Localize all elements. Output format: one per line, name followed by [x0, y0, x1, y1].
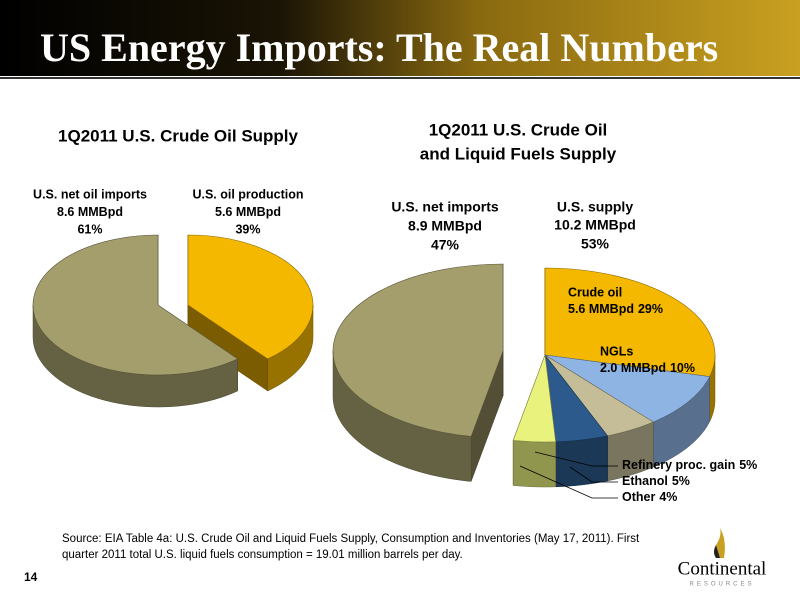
slice-name: Other — [622, 490, 655, 504]
pie-slice — [512, 354, 557, 443]
slice-value-label: 5% — [739, 458, 757, 472]
slice-amount: 5.6 MMBpd — [215, 205, 281, 219]
leader-line — [569, 466, 618, 483]
slice-name: Ethanol — [622, 474, 668, 488]
slice-name: Refinery proc. gain — [622, 458, 735, 472]
slide-title: US Energy Imports: The Real Numbers — [40, 25, 718, 70]
leader-line — [519, 465, 618, 499]
pie-side — [512, 440, 556, 488]
slice-amount: 5.6 MMBpd — [568, 302, 634, 316]
slice-label: Ethanol 5% — [622, 474, 690, 488]
pie-slice — [332, 263, 504, 437]
group-amount: 10.2 MMBpd — [554, 217, 636, 233]
slice-label: U.S. net imports — [391, 199, 499, 215]
pie-sides — [332, 350, 716, 488]
pie-side — [555, 435, 608, 488]
slice-amount: 2.0 MMBpd — [600, 361, 666, 375]
logo-subtext: RESOURCES — [689, 582, 754, 588]
slice-value-label: 47% — [431, 237, 460, 253]
slice-value-label: 29% — [638, 302, 663, 316]
slice-detail: 5.6 MMBpd 29% — [568, 302, 663, 316]
page-number: 14 — [24, 570, 38, 584]
slice-value-label: 5% — [672, 474, 690, 488]
chart-title: 1Q2011 U.S. Crude Oil Supply — [58, 126, 299, 145]
slice-detail: 2.0 MMBpd 10% — [600, 361, 695, 375]
pie-slice — [544, 354, 711, 423]
slice-label: Refinery proc. gain 5% — [622, 458, 757, 472]
pie-slice — [32, 234, 239, 376]
slice-value-label: 10% — [670, 361, 695, 375]
slice-label: U.S. net oil imports — [33, 187, 147, 201]
slice-label: U.S. oil production — [192, 187, 303, 201]
slice-value-label: 61% — [77, 222, 102, 236]
chart-title: and Liquid Fuels Supply — [420, 144, 617, 163]
logo-icon — [716, 528, 725, 558]
source-note: Source: EIA Table 4a: U.S. Crude Oil and… — [62, 533, 640, 545]
slice-value-label: 4% — [659, 490, 677, 504]
slice-amount: 8.9 MMBpd — [408, 218, 482, 234]
logo-text: Continental — [678, 558, 767, 579]
slice-amount: 8.6 MMBpd — [57, 205, 123, 219]
group-label: U.S. supply — [557, 199, 633, 215]
pie-slice — [187, 234, 314, 360]
slice-label: Other 4% — [622, 490, 677, 504]
source-note: quarter 2011 total U.S. liquid fuels con… — [62, 549, 463, 561]
slice-value-label: 39% — [235, 222, 260, 236]
slice-label: NGLs — [600, 344, 633, 358]
leader-line — [534, 451, 618, 467]
group-value-label: 53% — [581, 236, 610, 252]
pie-slice — [544, 267, 716, 377]
slice-label: Crude oil — [568, 285, 622, 299]
pie-tops — [32, 234, 314, 376]
header-band — [0, 0, 800, 76]
pie-tops — [332, 263, 716, 443]
chart-title: 1Q2011 U.S. Crude Oil — [429, 120, 608, 139]
logo-icon — [714, 545, 720, 558]
